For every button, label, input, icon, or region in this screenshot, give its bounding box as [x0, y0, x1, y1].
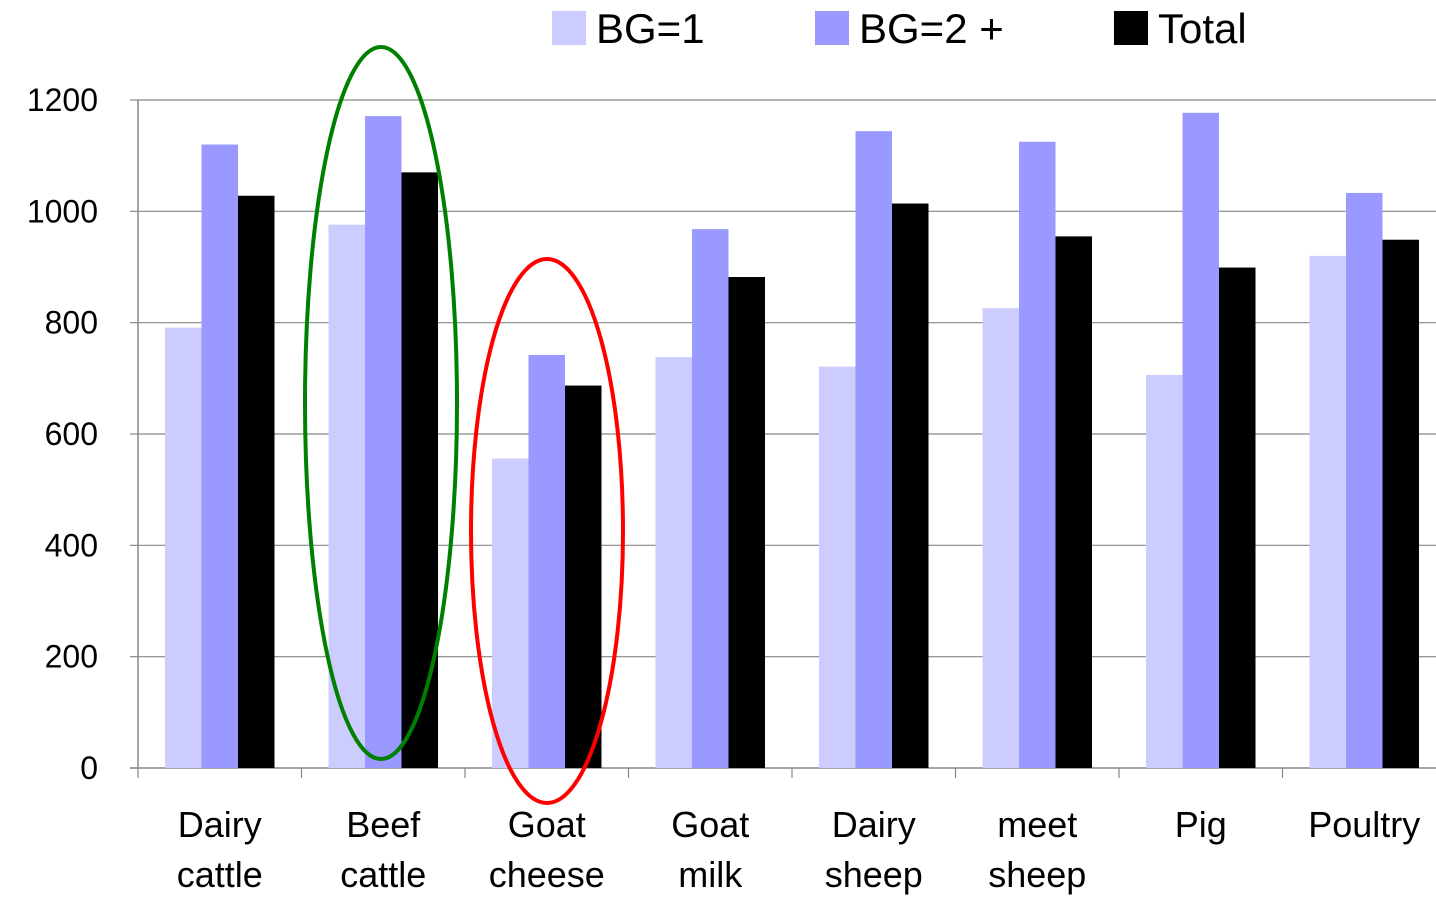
bar: [1346, 193, 1383, 768]
legend: BG=1 BG=2 + Total: [552, 5, 1247, 52]
bar: [238, 196, 275, 768]
y-tick-label: 600: [45, 416, 98, 452]
x-category-label: Beef: [346, 804, 421, 845]
x-category-label: cheese: [489, 854, 605, 895]
bar: [892, 204, 929, 768]
x-category-label: Goat: [508, 804, 586, 845]
legend-label: BG=2 +: [859, 5, 1004, 52]
x-category-label: Poultry: [1308, 804, 1420, 845]
legend-swatch: [552, 11, 586, 45]
bar: [402, 172, 439, 768]
bar: [565, 386, 602, 768]
bar: [165, 328, 202, 768]
bar: [692, 229, 729, 768]
x-category-label: Goat: [671, 804, 749, 845]
x-category-label: cattle: [177, 854, 263, 895]
x-category-label: meet: [997, 804, 1077, 845]
bar: [1219, 268, 1256, 768]
x-category-label: sheep: [988, 854, 1086, 895]
bar: [729, 277, 766, 768]
x-category-label: Dairy: [832, 804, 916, 845]
y-tick-label: 1200: [27, 82, 98, 118]
bar: [1146, 375, 1183, 768]
bar: [1183, 113, 1220, 768]
y-tick-label: 200: [45, 639, 98, 675]
bar: [1310, 256, 1347, 768]
bar: [1056, 236, 1093, 768]
legend-label: Total: [1158, 5, 1247, 52]
x-category-label: Pig: [1175, 804, 1227, 845]
x-category-label: cattle: [340, 854, 426, 895]
bar: [983, 308, 1020, 768]
bar: [365, 116, 402, 768]
y-tick-label: 1000: [27, 193, 98, 229]
legend-swatch: [1114, 11, 1148, 45]
bar: [202, 145, 239, 768]
bar: [1019, 142, 1056, 768]
legend-swatch: [815, 11, 849, 45]
x-category-label: sheep: [825, 854, 923, 895]
bar: [819, 367, 856, 768]
bar: [492, 458, 529, 768]
bar: [656, 357, 693, 768]
y-tick-label: 400: [45, 527, 98, 563]
y-tick-label: 800: [45, 305, 98, 341]
legend-label: BG=1: [596, 5, 705, 52]
y-axis-tick-labels: 0 200 400 600 800 1000 1200: [27, 82, 98, 786]
y-tick-label: 0: [80, 750, 98, 786]
bar: [856, 131, 893, 768]
bar: [1383, 240, 1420, 768]
x-category-label: Dairy: [178, 804, 262, 845]
x-axis-category-labels: Dairy cattle Beef cattle Goat cheese Goat milk D…: [177, 804, 1421, 895]
x-category-label: milk: [678, 854, 743, 895]
bar: [529, 355, 566, 768]
